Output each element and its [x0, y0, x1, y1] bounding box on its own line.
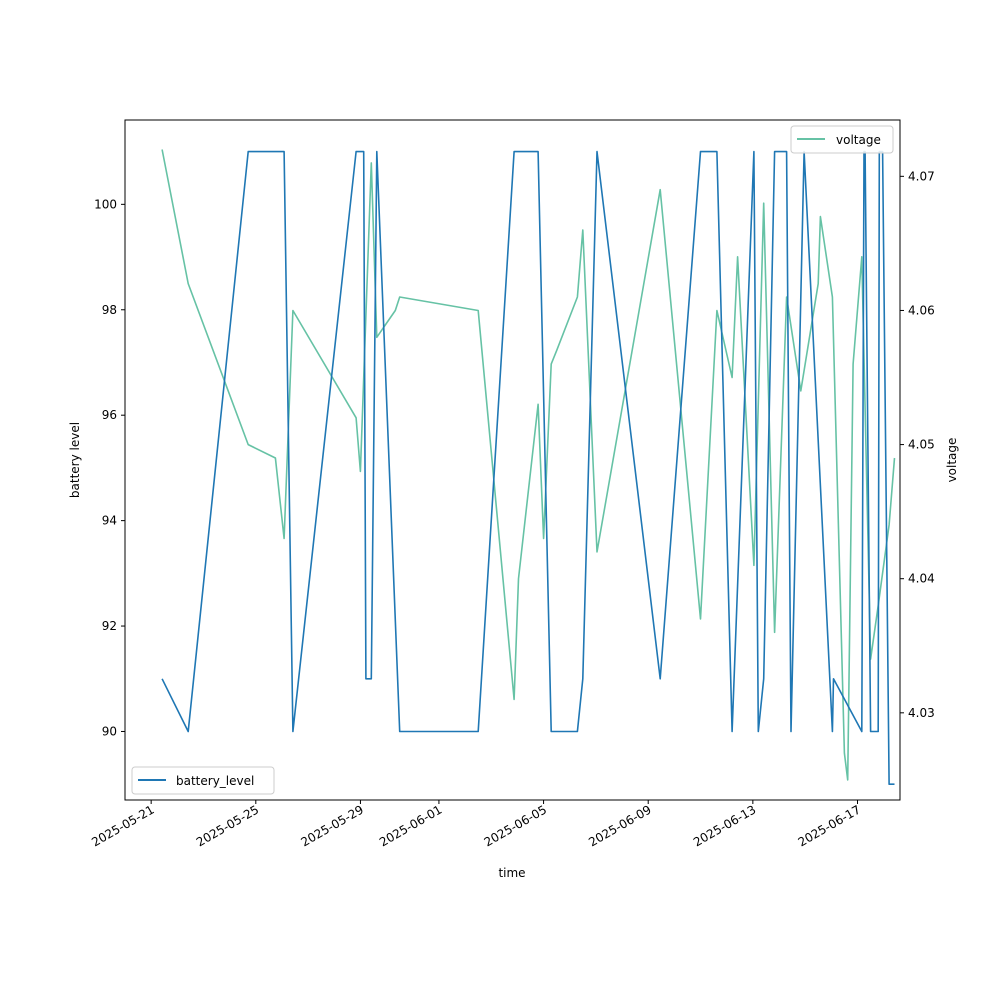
x-tick-label: 2025-06-05 — [482, 802, 549, 849]
legend-voltage: voltage — [790, 125, 894, 154]
y-tick-label: 94 — [102, 514, 117, 528]
y2-axis-label: voltage — [945, 438, 959, 483]
legend-voltage-box — [790, 125, 894, 154]
x-axis-label: time — [498, 866, 525, 880]
y2-tick-label: 4.04 — [908, 572, 935, 586]
y-tick-label: 92 — [102, 619, 117, 633]
legend-battery-level-label: battery_level — [176, 774, 254, 788]
y-tick-label: 96 — [102, 408, 117, 422]
x-tick-label: 2025-06-13 — [691, 802, 758, 849]
series-line-battery-level — [161, 150, 895, 786]
series-line-voltage — [161, 149, 896, 781]
x-tick-label: 2025-05-29 — [299, 802, 366, 849]
legend-battery-level-box — [131, 766, 275, 795]
y-tick-label: 98 — [102, 303, 117, 317]
x-tick-label: 2025-06-01 — [377, 802, 444, 849]
lines-layer — [161, 149, 896, 786]
x-tick-label: 2025-06-17 — [796, 802, 863, 849]
legend-voltage-label: voltage — [836, 133, 881, 147]
y-tick-label: 100 — [94, 197, 117, 211]
x-tick-label: 2025-06-09 — [586, 802, 653, 849]
legend-battery-level: battery_level — [131, 766, 275, 795]
x-tick-label: 2025-05-25 — [194, 802, 261, 849]
y2-tick-label: 4.03 — [908, 706, 935, 720]
y2-tick-label: 4.05 — [908, 438, 935, 452]
y-tick-label: 90 — [102, 724, 117, 738]
plot-frame — [124, 119, 901, 801]
x-tick-label: 2025-05-21 — [89, 802, 156, 849]
ticks-layer: 2025-05-21 2025-05-25 2025-05-29 2025-06-01… — [89, 169, 934, 849]
y2-tick-label: 4.06 — [908, 303, 935, 317]
y2-tick-label: 4.07 — [908, 169, 935, 183]
y-axis-label: battery level — [68, 422, 82, 498]
